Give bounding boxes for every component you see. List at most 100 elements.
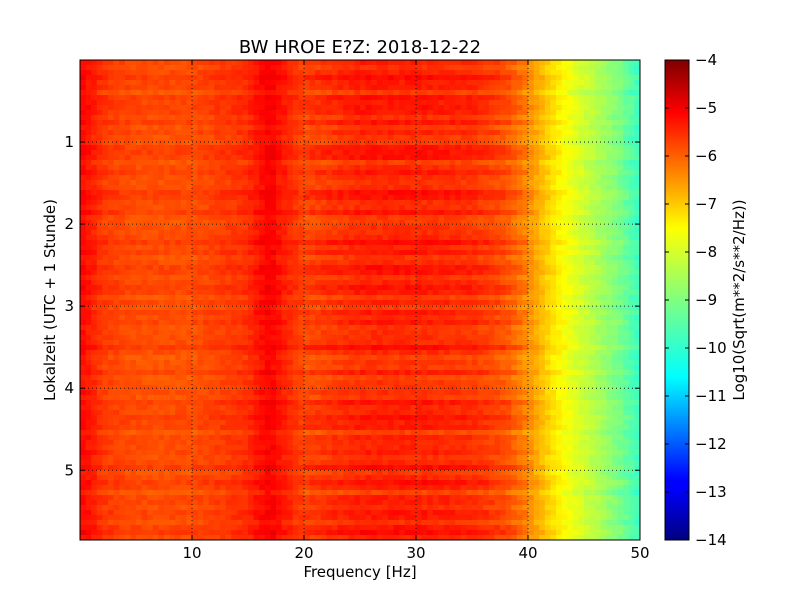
heatmap-cell <box>494 280 501 286</box>
heatmap-cell <box>343 230 350 236</box>
heatmap-cell <box>628 295 635 301</box>
heatmap-cell <box>589 205 596 211</box>
heatmap-cell <box>494 155 501 161</box>
heatmap-cell <box>567 215 574 221</box>
heatmap-cell <box>466 145 473 151</box>
heatmap-cell <box>466 90 473 96</box>
heatmap-cell <box>634 175 640 181</box>
heatmap-cell <box>208 150 215 156</box>
heatmap-cell <box>147 255 154 261</box>
heatmap-cell <box>533 210 540 216</box>
heatmap-cell <box>516 170 523 176</box>
heatmap-cell <box>326 285 333 291</box>
heatmap-cell <box>164 145 171 151</box>
heatmap-cell <box>147 125 154 131</box>
heatmap-cell <box>169 295 176 301</box>
heatmap-cell <box>584 160 591 166</box>
heatmap-cell <box>270 295 277 301</box>
heatmap-cell <box>130 105 137 111</box>
heatmap-cell <box>500 295 507 301</box>
heatmap-cell <box>96 305 103 311</box>
heatmap-cell <box>332 270 339 276</box>
heatmap-cell <box>225 305 232 311</box>
heatmap-cell <box>130 190 137 196</box>
heatmap-cell <box>281 230 288 236</box>
heatmap-cell <box>528 220 535 226</box>
heatmap-cell <box>264 110 271 116</box>
heatmap-cell <box>147 145 154 151</box>
heatmap-cell <box>360 185 367 191</box>
heatmap-cell <box>427 65 434 71</box>
heatmap-cell <box>612 270 619 276</box>
heatmap-cell <box>337 80 344 86</box>
heatmap-cell <box>550 135 557 141</box>
heatmap-cell <box>337 95 344 101</box>
heatmap-cell <box>578 80 585 86</box>
heatmap-cell <box>253 195 260 201</box>
heatmap-cell <box>371 280 378 286</box>
heatmap-cell <box>91 215 98 221</box>
heatmap-cell <box>281 250 288 256</box>
heatmap-cell <box>449 200 456 206</box>
heatmap-cell <box>393 135 400 141</box>
heatmap-cell <box>309 220 316 226</box>
heatmap-cell <box>152 115 159 121</box>
heatmap-cell <box>505 135 512 141</box>
heatmap-cell <box>320 175 327 181</box>
heatmap-cell <box>320 150 327 156</box>
heatmap-cell <box>472 65 479 71</box>
heatmap-cell <box>449 170 456 176</box>
heatmap-cell <box>136 305 143 311</box>
heatmap-cell <box>326 250 333 256</box>
heatmap-cell <box>80 170 87 176</box>
heatmap-cell <box>220 215 227 221</box>
heatmap-cell <box>164 95 171 101</box>
heatmap-cell <box>175 265 182 271</box>
heatmap-cell <box>483 255 490 261</box>
heatmap-cell <box>567 220 574 226</box>
heatmap-cell <box>281 140 288 146</box>
heatmap-cell <box>214 215 221 221</box>
heatmap-cell <box>589 270 596 276</box>
heatmap-cell <box>169 225 176 231</box>
heatmap-cell <box>186 250 193 256</box>
heatmap-cell <box>612 145 619 151</box>
heatmap-cell <box>332 115 339 121</box>
heatmap-cell <box>231 155 238 161</box>
heatmap-cell <box>393 285 400 291</box>
heatmap-cell <box>281 260 288 266</box>
heatmap-cell <box>572 295 579 301</box>
heatmap-cell <box>113 275 120 281</box>
heatmap-cell <box>214 130 221 136</box>
heatmap-cell <box>130 275 137 281</box>
heatmap-cell <box>544 250 551 256</box>
heatmap-cell <box>220 60 227 66</box>
heatmap-cell <box>264 305 271 311</box>
heatmap-cell <box>421 180 428 186</box>
heatmap-cell <box>589 285 596 291</box>
heatmap-cell <box>85 170 92 176</box>
heatmap-cell <box>332 240 339 246</box>
heatmap-cell <box>365 270 372 276</box>
heatmap-cell <box>516 70 523 76</box>
heatmap-cell <box>612 220 619 226</box>
heatmap-cell <box>511 115 518 121</box>
heatmap-cell <box>108 285 115 291</box>
heatmap-cell <box>96 270 103 276</box>
heatmap-cell <box>516 75 523 81</box>
heatmap-cell <box>600 100 607 106</box>
heatmap-cell <box>270 285 277 291</box>
heatmap-cell <box>595 90 602 96</box>
heatmap-cell <box>449 100 456 106</box>
heatmap-cell <box>432 225 439 231</box>
heatmap-cell <box>130 225 137 231</box>
heatmap-cell <box>505 245 512 251</box>
heatmap-cell <box>483 235 490 241</box>
heatmap-cell <box>225 150 232 156</box>
heatmap-cell <box>584 215 591 221</box>
heatmap-cell <box>416 300 423 306</box>
heatmap-cell <box>421 215 428 221</box>
heatmap-cell <box>147 115 154 121</box>
heatmap-cell <box>432 250 439 256</box>
heatmap-cell <box>584 85 591 91</box>
